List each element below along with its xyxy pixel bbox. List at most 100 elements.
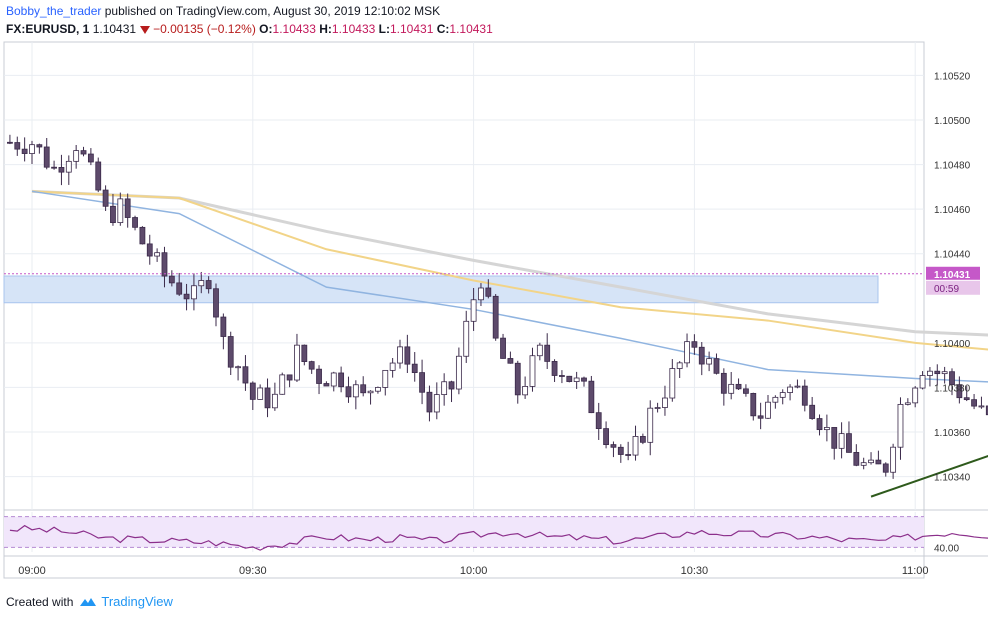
- candle-body: [87, 153, 94, 163]
- price-tick-label: 1.10520: [934, 71, 971, 82]
- candle-body: [14, 142, 21, 150]
- candle-body: [625, 454, 632, 456]
- candle-body: [949, 371, 955, 386]
- time-tick-label: 09:00: [18, 565, 46, 577]
- candle-body: [507, 358, 514, 364]
- created-with-text: Created with: [6, 594, 74, 609]
- high-label: H:: [319, 22, 332, 36]
- low-value: 1.10431: [389, 22, 434, 36]
- candle-body: [956, 384, 963, 399]
- candle-body: [809, 404, 816, 419]
- candle-body: [352, 384, 359, 398]
- candle-body: [345, 386, 352, 398]
- moving-average-1: [31, 190, 988, 383]
- candle-body: [529, 355, 536, 387]
- candle-body: [654, 407, 661, 409]
- candle-body: [713, 358, 720, 374]
- candle-body: [249, 382, 256, 400]
- candle-body: [43, 146, 50, 168]
- candle-body: [161, 252, 168, 277]
- candle-body: [220, 316, 227, 337]
- candle-body: [720, 372, 727, 394]
- candle-body: [455, 355, 462, 390]
- candle-body: [875, 459, 882, 465]
- candle-body: [235, 366, 241, 369]
- candle-body: [757, 415, 764, 419]
- candle-body: [29, 144, 35, 154]
- tradingview-brand: TradingView: [101, 594, 173, 609]
- candle-body: [801, 385, 808, 406]
- candle-body: [102, 189, 109, 207]
- symbol-legend: FX:EURUSD, 1 1.10431 −0.00135 (−0.12%) O:…: [6, 22, 493, 36]
- candle-body: [794, 385, 801, 388]
- candle-body: [647, 407, 654, 443]
- candle-body: [360, 384, 367, 394]
- candle-body: [338, 372, 345, 388]
- footer: Created with TradingView: [6, 594, 173, 609]
- candle-body: [838, 433, 845, 449]
- candle-body: [588, 380, 595, 414]
- candle-body: [860, 462, 867, 466]
- candle-body: [846, 433, 852, 453]
- candle-body: [124, 198, 131, 218]
- support-trendline: [870, 455, 988, 498]
- candle-body: [382, 369, 389, 388]
- candle-body: [301, 344, 308, 362]
- candle-body: [603, 428, 609, 445]
- down-arrow-icon: [140, 25, 151, 34]
- countdown-tag-text: 00:59: [934, 284, 959, 295]
- countdown-tag: [926, 280, 980, 295]
- symbol-name: FX:EURUSD, 1: [6, 22, 90, 36]
- price-tick-label: 1.10400: [934, 339, 971, 350]
- time-tick-label: 10:00: [460, 565, 488, 577]
- price-tick-label: 1.10440: [934, 250, 971, 261]
- candle-body: [595, 412, 602, 429]
- last-price: 1.10431: [92, 22, 137, 36]
- candle-body: [132, 217, 138, 228]
- candle-body: [294, 344, 300, 381]
- candle-body: [765, 401, 771, 419]
- candle-body: [183, 293, 190, 300]
- low-label: L:: [378, 22, 390, 36]
- candle-body: [205, 280, 212, 290]
- candle-body: [375, 387, 381, 392]
- close-label: C:: [436, 22, 450, 36]
- price-tick-label: 1.10480: [934, 161, 971, 172]
- candle-body: [500, 337, 506, 359]
- candle-body: [308, 361, 315, 370]
- candle-body: [176, 282, 183, 295]
- candle-body: [882, 463, 889, 473]
- candle-body: [617, 446, 624, 455]
- candle-body: [154, 252, 161, 257]
- candle-body: [227, 336, 234, 368]
- candle-body: [581, 377, 587, 382]
- time-tick-label: 10:30: [681, 565, 709, 577]
- candle-body: [890, 446, 897, 473]
- open-label: O:: [259, 22, 273, 36]
- candle-body: [389, 362, 396, 371]
- rsi-band: [4, 516, 924, 548]
- candle-body: [478, 287, 484, 301]
- candle-body: [397, 346, 403, 364]
- tradingview-cloud-icon: [80, 597, 97, 606]
- candle-body: [691, 341, 698, 348]
- candle-body: [485, 287, 492, 297]
- candle-body: [904, 402, 911, 405]
- tradingview-logo[interactable]: TradingView: [78, 594, 173, 609]
- close-value: 1.10431: [449, 22, 493, 36]
- moving-average-3: [31, 189, 988, 337]
- open-value: 1.10433: [272, 22, 316, 36]
- candle-body: [7, 141, 13, 144]
- moving-average-2: [31, 190, 988, 351]
- candle-body: [536, 344, 543, 357]
- publish-text: published on TradingView.com, August 30,…: [104, 4, 441, 18]
- candle-body: [316, 368, 322, 384]
- candle-body: [36, 144, 43, 148]
- candle-body: [279, 374, 286, 395]
- candle-body: [404, 346, 411, 365]
- candle-body: [559, 375, 565, 377]
- candle-body: [463, 320, 470, 357]
- candle-body: [610, 444, 617, 448]
- author-link[interactable]: Bobby_the_trader: [6, 4, 102, 18]
